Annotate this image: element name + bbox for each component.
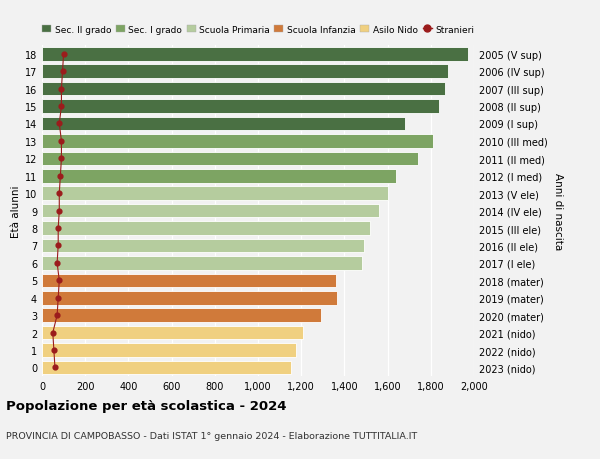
Point xyxy=(49,347,59,354)
Point xyxy=(59,51,68,58)
Bar xyxy=(42,169,396,183)
Point xyxy=(58,68,67,76)
Point xyxy=(55,121,64,128)
Point xyxy=(56,155,66,162)
Bar xyxy=(42,100,439,113)
Point xyxy=(48,329,58,336)
Bar xyxy=(42,118,405,131)
Bar xyxy=(42,326,304,340)
Text: Popolazione per età scolastica - 2024: Popolazione per età scolastica - 2024 xyxy=(6,399,287,412)
Point xyxy=(55,277,64,285)
Bar xyxy=(42,361,292,375)
Bar xyxy=(42,222,370,235)
Bar xyxy=(42,187,388,201)
Legend: Sec. II grado, Sec. I grado, Scuola Primaria, Scuola Infanzia, Asilo Nido, Stran: Sec. II grado, Sec. I grado, Scuola Prim… xyxy=(42,26,474,35)
Point xyxy=(56,138,66,145)
Bar xyxy=(42,239,364,253)
Bar xyxy=(42,83,445,96)
Bar xyxy=(42,257,362,270)
Bar xyxy=(42,204,379,218)
Point xyxy=(56,86,66,93)
Point xyxy=(53,294,63,302)
Bar xyxy=(42,65,448,79)
Bar xyxy=(42,135,433,148)
Point xyxy=(50,364,60,371)
Bar xyxy=(42,274,336,287)
Point xyxy=(56,173,65,180)
Point xyxy=(52,260,62,267)
Bar xyxy=(42,291,337,305)
Point xyxy=(56,103,66,111)
Bar xyxy=(42,48,467,62)
Point xyxy=(53,225,63,232)
Bar xyxy=(42,343,296,357)
Text: PROVINCIA DI CAMPOBASSO - Dati ISTAT 1° gennaio 2024 - Elaborazione TUTTITALIA.I: PROVINCIA DI CAMPOBASSO - Dati ISTAT 1° … xyxy=(6,431,417,441)
Point xyxy=(53,242,63,250)
Point xyxy=(55,190,64,197)
Bar xyxy=(42,309,320,322)
Point xyxy=(55,207,64,215)
Bar xyxy=(42,152,418,166)
Y-axis label: Età alunni: Età alunni xyxy=(11,185,20,237)
Point xyxy=(52,312,62,319)
Y-axis label: Anni di nascita: Anni di nascita xyxy=(553,173,563,250)
